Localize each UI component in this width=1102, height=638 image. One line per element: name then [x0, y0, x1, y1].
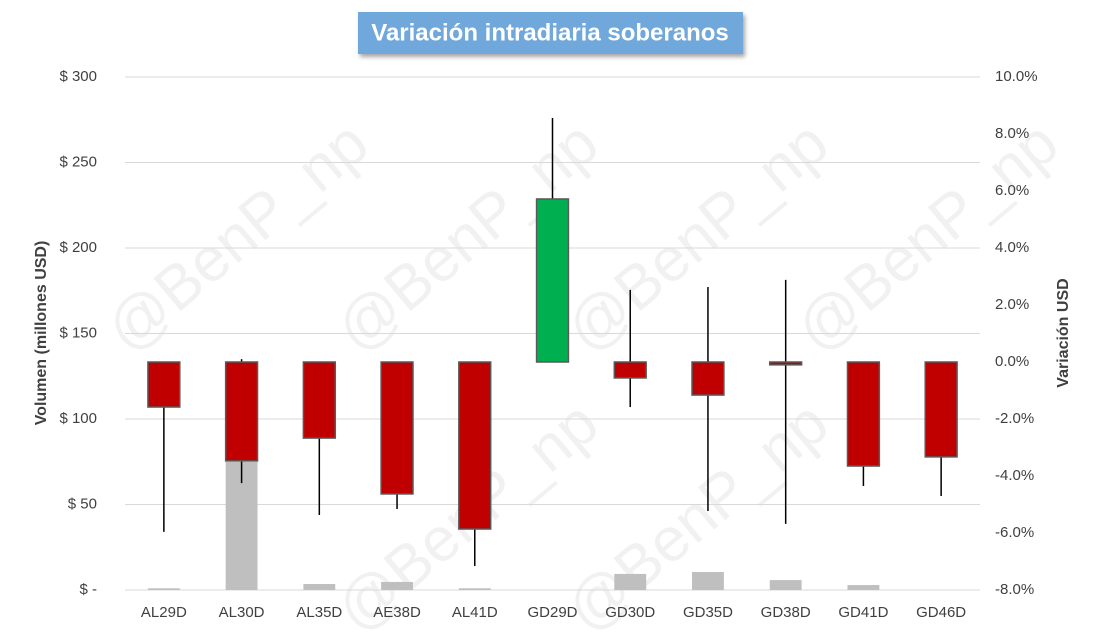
y2-tick-label: 6.0%: [995, 182, 1029, 199]
x-tick-label: AL29D: [141, 604, 187, 621]
volume-bar: [458, 588, 491, 590]
volume-bar: [692, 572, 724, 590]
x-tick-label: GD46D: [916, 604, 966, 621]
y2-tick-label: -4.0%: [995, 467, 1034, 484]
volume-bar: [303, 584, 336, 590]
candle-body: [302, 361, 337, 439]
y2-tick-label: 0.0%: [995, 353, 1029, 370]
volume-bar: [847, 585, 880, 590]
y-tick-label: $ 250: [59, 153, 97, 170]
x-tick-label: AL35D: [296, 604, 342, 621]
candle-body: [535, 198, 570, 363]
y-tick-label: $ 200: [59, 239, 97, 256]
candle-body: [147, 361, 181, 408]
y2-tick-label: 2.0%: [995, 296, 1029, 313]
volume-bar: [614, 573, 647, 590]
y-tick-label: $ 100: [59, 410, 97, 427]
chart-title: Variación intradiaria soberanos: [371, 19, 728, 46]
x-tick-label: GD30D: [605, 604, 655, 621]
candle-body: [458, 361, 492, 530]
candle-body: [924, 361, 958, 458]
y2-tick-label: 4.0%: [995, 239, 1029, 256]
volume-bar: [147, 588, 180, 590]
y-tick-label: $ 50: [68, 495, 97, 512]
y-axis-label: Volumen (millones USD): [33, 241, 50, 426]
y-tick-label: $ 150: [59, 324, 97, 341]
candle-body: [380, 361, 414, 495]
y2-tick-label: -8.0%: [995, 581, 1034, 598]
y2-axis-label: Variación USD: [1055, 278, 1072, 387]
x-tick-label: AL30D: [219, 604, 265, 621]
x-tick-label: GD29D: [527, 604, 577, 621]
candle-body: [224, 361, 259, 462]
volume-bar: [381, 581, 413, 590]
candle-body: [768, 361, 803, 366]
candle-body: [846, 361, 881, 467]
y2-tick-label: 10.0%: [995, 68, 1038, 85]
x-tick-label: AE38D: [373, 604, 421, 621]
x-tick-label: GD41D: [838, 604, 888, 621]
candle-body: [691, 361, 725, 396]
x-tick-label: GD38D: [761, 604, 811, 621]
candle-body: [613, 361, 647, 379]
y2-tick-label: -2.0%: [995, 410, 1034, 427]
y2-tick-label: -6.0%: [995, 524, 1034, 541]
y-tick-label: $ -: [79, 581, 97, 598]
y2-tick-label: 8.0%: [995, 125, 1029, 142]
x-tick-label: AL41D: [452, 604, 498, 621]
y-tick-label: $ 300: [59, 68, 97, 85]
x-tick-label: GD35D: [683, 604, 733, 621]
volume-bar: [769, 580, 802, 590]
title-box: [358, 12, 743, 54]
